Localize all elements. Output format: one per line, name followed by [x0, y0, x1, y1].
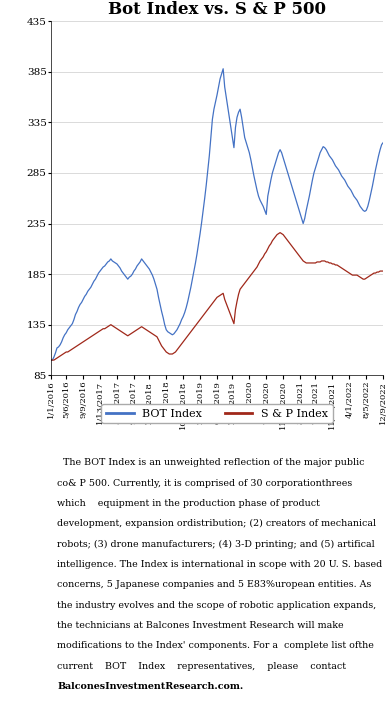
Text: intelligence. The Index is international in scope with 20 U. S. based: intelligence. The Index is international… [57, 560, 383, 569]
Text: The BOT Index is an unweighted reflection of the major public: The BOT Index is an unweighted reflectio… [57, 458, 365, 467]
Text: modifications to the Index' components. For a  complete list ofthe: modifications to the Index' components. … [57, 641, 374, 650]
Text: the technicians at Balcones Investment Research will make: the technicians at Balcones Investment R… [57, 621, 344, 630]
Text: concerns, 5 Japanese companies and 5 E83%uropean entities. As: concerns, 5 Japanese companies and 5 E83… [57, 580, 372, 589]
Text: the industry evolves and the scope of robotic application expands,: the industry evolves and the scope of ro… [57, 600, 377, 609]
Text: co& P 500. Currently, it is comprised of 30 corporationthrees: co& P 500. Currently, it is comprised of… [57, 479, 353, 488]
Text: which    equipment in the production phase of product: which equipment in the production phase … [57, 499, 320, 508]
Text: BalconesInvestmentResearch.com.: BalconesInvestmentResearch.com. [57, 682, 244, 691]
Title: Bot Index vs. S & P 500: Bot Index vs. S & P 500 [108, 1, 326, 18]
Text: robots; (3) drone manufacturers; (4) 3-D printing; and (5) artifical: robots; (3) drone manufacturers; (4) 3-D… [57, 539, 375, 549]
Text: current    BOT    Index    representatives,    please    contact: current BOT Index representatives, pleas… [57, 662, 346, 670]
Text: development, expansion ordistribution; (2) creators of mechanical: development, expansion ordistribution; (… [57, 519, 377, 528]
Legend: BOT Index, S & P Index: BOT Index, S & P Index [101, 404, 333, 423]
